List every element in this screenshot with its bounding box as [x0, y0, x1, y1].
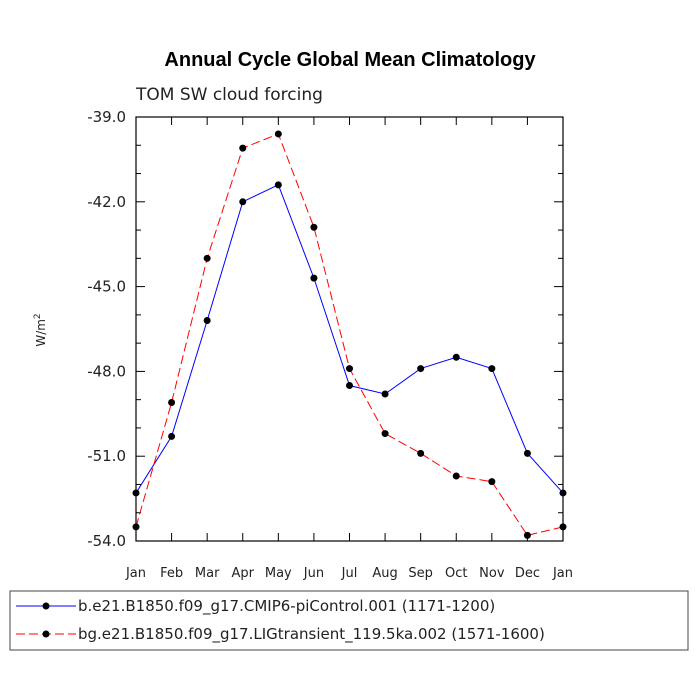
legend-marker-1	[42, 602, 50, 610]
y-axis-label-exponent: 2	[33, 313, 43, 319]
series-2-point	[239, 144, 247, 152]
series-1-point	[417, 365, 425, 373]
x-tick-label: Sep	[408, 566, 433, 581]
legend-box	[9, 590, 689, 651]
series-2-point	[523, 531, 531, 539]
x-tick-label: Oct	[445, 566, 467, 581]
series-1-point	[239, 198, 247, 206]
x-tick-label: Jan	[125, 566, 146, 581]
chart-subtitle: TOM SW cloud forcing	[135, 85, 323, 105]
y-tick-label: -48.0	[87, 362, 126, 380]
chart-title: Annual Cycle Global Mean Climatology	[164, 49, 536, 71]
legend: b.e21.B1850.f09_g17.CMIP6-piControl.001 …	[9, 590, 689, 651]
series-line-2	[135, 133, 564, 536]
x-tick-label: Jan	[552, 566, 573, 581]
legend-marker-2	[42, 630, 50, 638]
x-tick-label: Aug	[372, 566, 397, 581]
series-1-point	[203, 317, 211, 325]
series-2-point	[274, 130, 282, 138]
x-tick-label: Dec	[515, 566, 540, 581]
legend-label-1: b.e21.B1850.f09_g17.CMIP6-piControl.001 …	[78, 597, 495, 616]
y-tick-label: -42.0	[87, 193, 126, 211]
legend-label-2: bg.e21.B1850.f09_g17.LIGtransient_119.5k…	[78, 625, 545, 644]
series-2-point	[381, 430, 389, 438]
y-tick-label: -39.0	[87, 108, 126, 126]
series-2-point	[203, 254, 211, 262]
y-tick-label: -54.0	[87, 532, 126, 550]
svg-text:W/m2: W/m2	[33, 313, 48, 346]
series-1-point	[310, 274, 318, 282]
series-2-point	[132, 523, 140, 531]
series-2-point	[310, 223, 318, 231]
y-axis-label: W/m2	[33, 313, 48, 346]
y-tick-label: -51.0	[87, 447, 126, 465]
series-1-point	[452, 353, 460, 361]
x-tick-label: May	[265, 566, 292, 581]
x-tick-label: Jul	[341, 566, 358, 581]
series-1-point	[559, 489, 567, 497]
y-axis-ticks: -39.0 -42.0 -45.0 -48.0 -51.0 -54.0	[87, 108, 563, 550]
plot-frame	[135, 116, 564, 542]
y-tick-label: -45.0	[87, 278, 126, 296]
x-axis-ticks: Jan Feb Mar Apr May Jun Jul Aug Sep Oct Nov Dec Jan	[125, 117, 573, 581]
series-line-1	[135, 184, 564, 494]
series-layer	[132, 130, 567, 539]
x-tick-label: Nov	[479, 566, 505, 581]
series-1-point	[132, 489, 140, 497]
x-tick-label: Feb	[160, 566, 183, 581]
series-1-point	[523, 449, 531, 457]
series-2-point	[488, 478, 496, 486]
series-2-point	[559, 523, 567, 531]
series-2-point	[417, 449, 425, 457]
series-2-point	[346, 365, 353, 373]
series-2-point	[168, 398, 176, 406]
x-tick-label: Mar	[195, 566, 220, 581]
plot-axes	[135, 116, 564, 542]
series-1-point	[168, 432, 176, 440]
series-2-point	[452, 472, 460, 480]
series-1-point	[346, 382, 353, 390]
series-1-point	[488, 365, 496, 373]
series-1-point	[274, 181, 282, 189]
series-1-point	[381, 390, 389, 398]
x-tick-label: Apr	[232, 566, 255, 581]
x-tick-label: Jun	[303, 566, 324, 581]
y-axis-label-base: W/m	[34, 319, 48, 347]
